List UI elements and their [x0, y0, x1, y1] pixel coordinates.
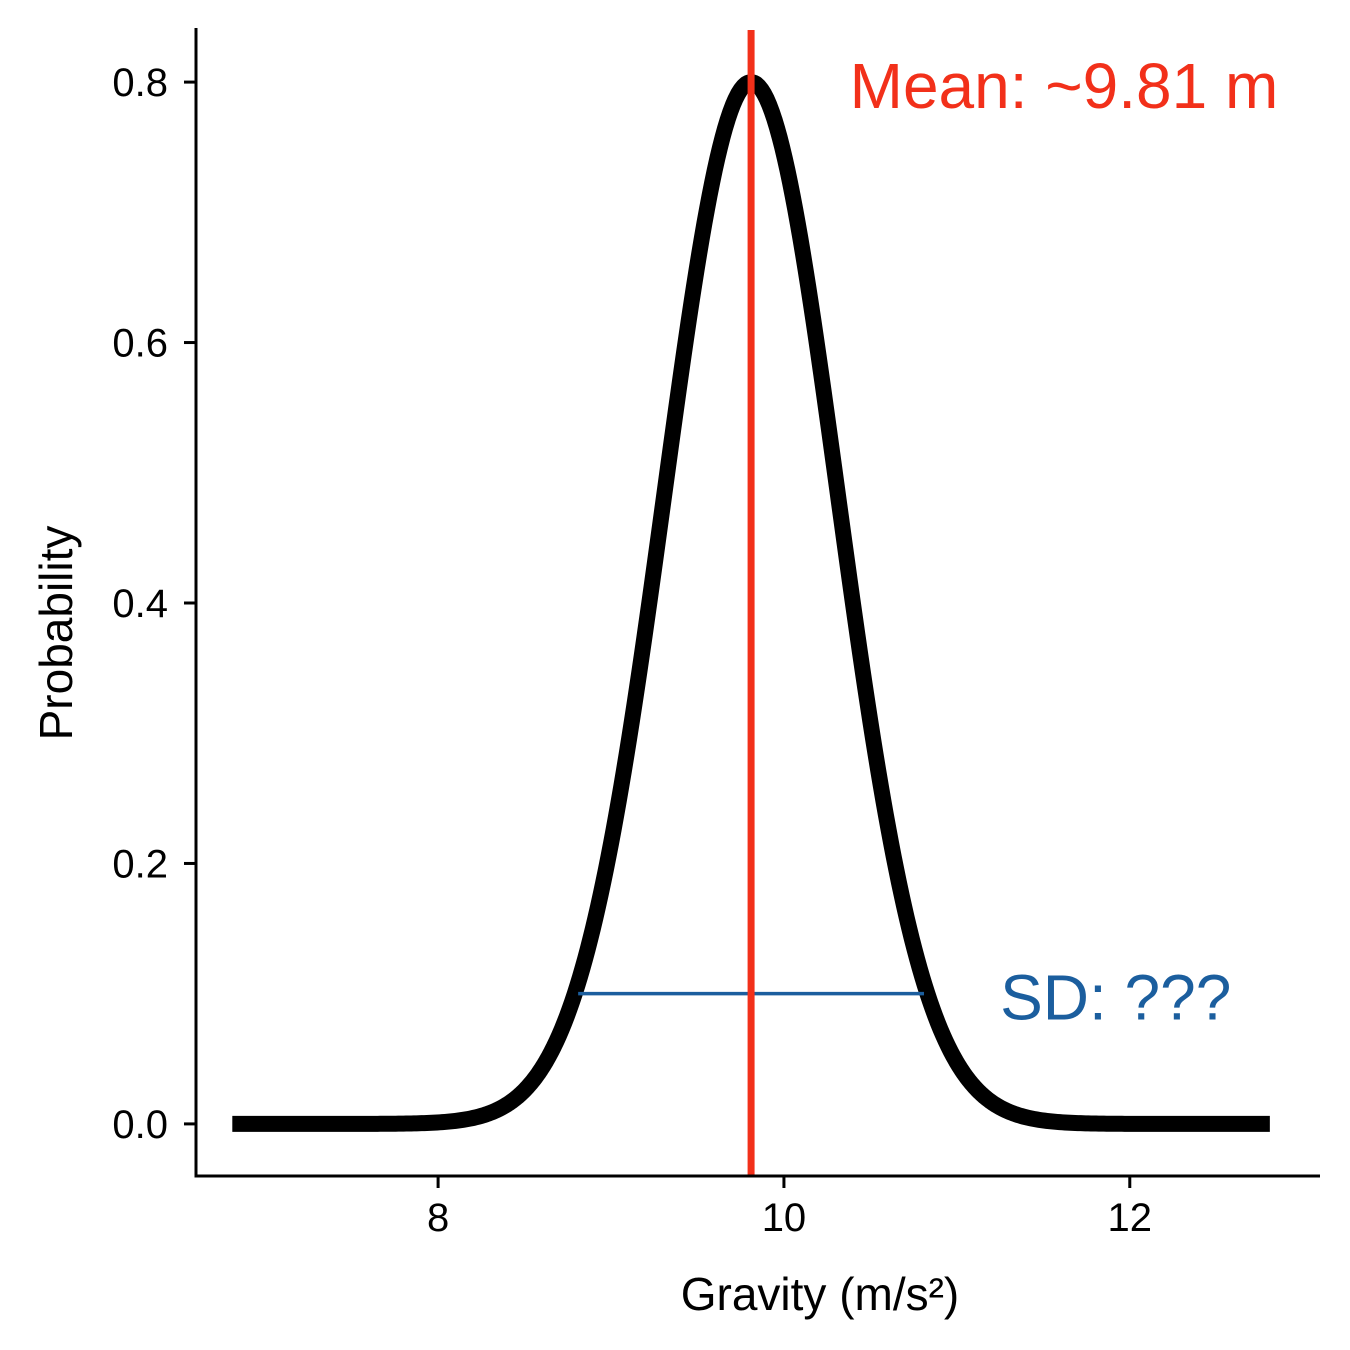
x-tick-label: 12	[1108, 1196, 1153, 1240]
x-tick-label: 8	[427, 1196, 449, 1240]
x-tick-label: 10	[762, 1196, 807, 1240]
y-axis-title: Probability	[30, 526, 82, 741]
sd-annotation: SD: ???	[1000, 962, 1231, 1034]
y-tick-label: 0.6	[112, 322, 168, 366]
y-tick-label: 0.8	[112, 61, 168, 105]
plot-area	[226, 30, 1276, 1176]
mean-annotation: Mean: ~9.81 m	[850, 50, 1279, 122]
y-tick-label: 0.0	[112, 1103, 168, 1147]
y-tick-label: 0.4	[112, 582, 168, 626]
ticks: 8 10 12 0.0 0.2 0.4 0.6 0.8	[112, 61, 1152, 1240]
x-axis-title: Gravity (m/s²)	[681, 1268, 960, 1320]
y-tick-label: 0.2	[112, 842, 168, 886]
